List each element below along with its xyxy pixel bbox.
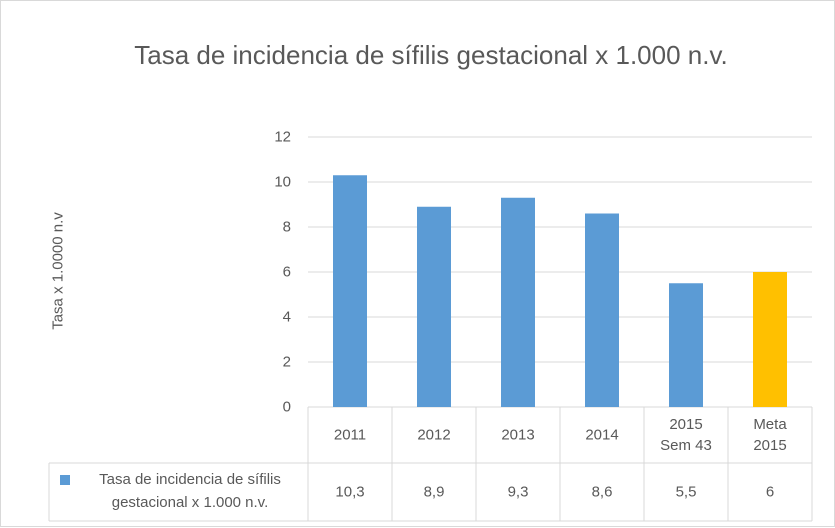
legend-key	[60, 475, 70, 485]
bar	[501, 197, 535, 407]
x-tick-label: Meta 2015	[753, 416, 787, 454]
y-tick-label: 0	[282, 398, 291, 416]
y-tick-label: 6	[282, 263, 291, 281]
data-label: 8,6	[591, 483, 613, 501]
bar	[669, 283, 703, 407]
y-tick-label: 8	[282, 218, 291, 236]
data-label: 9,3	[507, 483, 529, 501]
legend-label: Tasa de incidencia de sífilis gestaciona…	[99, 471, 281, 511]
y-tick-label: 4	[282, 308, 291, 326]
x-tick-label: 2014	[585, 426, 619, 444]
data-label: 10,3	[335, 483, 365, 501]
y-tick-label: 10	[274, 173, 291, 191]
bar	[417, 206, 451, 407]
chart-title: Tasa de incidencia de sífilis gestaciona…	[134, 40, 728, 70]
bar	[333, 175, 367, 407]
data-label: 6	[765, 483, 775, 501]
bar	[753, 272, 787, 407]
y-tick-label: 12	[274, 128, 291, 146]
y-tick-label: 2	[282, 353, 291, 371]
y-axis-label: Tasa x 1.0000 n.v	[49, 212, 67, 330]
data-label: 5,5	[675, 483, 697, 501]
x-tick-label: 2015 Sem 43	[660, 416, 712, 454]
x-tick-label: 2013	[501, 426, 535, 444]
x-tick-label: 2012	[417, 426, 451, 444]
x-tick-label: 2011	[333, 426, 367, 444]
bar	[585, 213, 619, 407]
data-label: 8,9	[423, 483, 445, 501]
